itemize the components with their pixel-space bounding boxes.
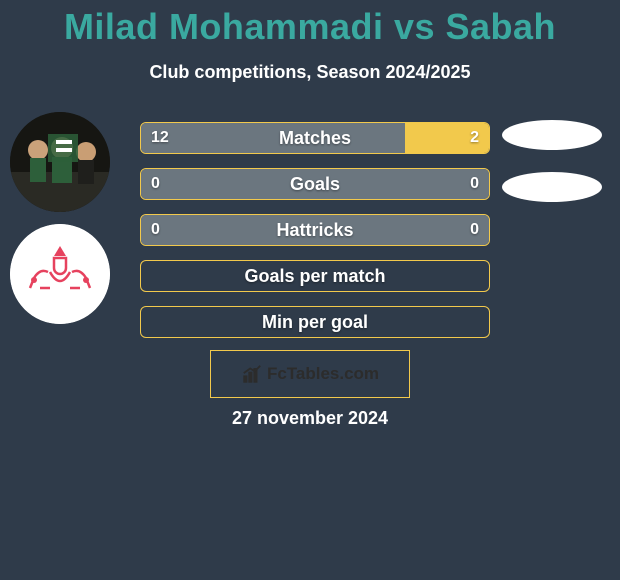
bar-label: Min per goal [141, 307, 489, 337]
bar-segment-left [141, 123, 405, 153]
bar-label: Goals per match [141, 261, 489, 291]
stat-bars: Matches122 Goals00 Hattricks00 Goals per ma… [140, 122, 490, 352]
bar-segment-right [315, 215, 489, 245]
player1-badge-oval [502, 120, 602, 150]
bar-segment-left [141, 169, 315, 199]
stat-bar-row: Matches122 [140, 122, 490, 154]
bar-segment-right [315, 169, 489, 199]
player2-badge-oval [502, 172, 602, 202]
stat-bar-row: Goals per match [140, 260, 490, 292]
crest-icon [10, 224, 110, 324]
stat-bar-row: Hattricks00 [140, 214, 490, 246]
player1-avatar [10, 112, 110, 212]
comparison-infographic: Milad Mohammadi vs Sabah Club competitio… [0, 0, 620, 580]
avatars-column [10, 112, 120, 336]
ovals-column [502, 120, 602, 224]
player2-avatar [10, 224, 110, 324]
player1-photo-icon [10, 112, 110, 212]
date-text: 27 november 2024 [0, 408, 620, 429]
stat-bar-row: Min per goal [140, 306, 490, 338]
bar-segment-right [405, 123, 489, 153]
stat-bar-row: Goals00 [140, 168, 490, 200]
bar-segment-left [141, 215, 315, 245]
bar-chart-icon [241, 363, 263, 385]
branding-text: FcTables.com [267, 364, 379, 384]
branding-box: FcTables.com [210, 350, 410, 398]
page-title: Milad Mohammadi vs Sabah [0, 0, 620, 48]
subtitle: Club competitions, Season 2024/2025 [0, 62, 620, 83]
